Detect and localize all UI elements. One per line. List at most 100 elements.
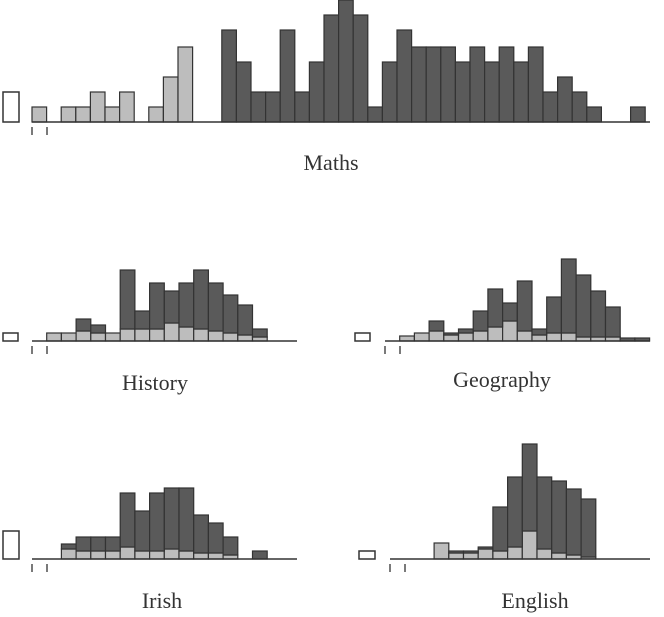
missing-box <box>2 91 20 123</box>
bar-segment <box>89 91 106 123</box>
bar-segment <box>250 91 267 123</box>
missing-box <box>358 550 376 560</box>
bar-segment <box>46 332 63 342</box>
bar-segment <box>163 548 180 560</box>
bar-segment <box>149 492 165 552</box>
bar-segment <box>443 332 460 336</box>
bar-segment <box>163 290 180 324</box>
bar-segment <box>580 498 597 558</box>
bar-segment <box>604 306 621 338</box>
bar-segment <box>104 536 121 552</box>
bar-segment <box>75 106 92 123</box>
bar-segment <box>472 330 489 342</box>
bar-segment <box>134 550 151 560</box>
bar-segment <box>411 46 427 123</box>
bar-segment <box>513 61 529 123</box>
bar-segment <box>162 76 179 123</box>
bar-segment <box>565 488 582 556</box>
bar-segment <box>546 332 563 342</box>
bar-segment <box>60 543 77 550</box>
bar-segment <box>477 546 494 550</box>
bar-segment <box>472 310 489 332</box>
bar-segment <box>516 330 533 342</box>
bar-segment <box>75 330 92 342</box>
bar-segment <box>428 320 445 332</box>
bar-segment <box>193 552 209 560</box>
bar-segment <box>560 258 577 334</box>
bar-segment <box>498 46 515 123</box>
bar-segment <box>507 546 523 560</box>
bar-segment <box>536 476 553 550</box>
bar-segment <box>75 318 92 332</box>
bar-segment <box>323 14 340 123</box>
bar-segment <box>75 550 92 560</box>
bar-segment <box>542 91 559 123</box>
bar-segment <box>462 552 479 560</box>
missing-box <box>2 332 19 342</box>
bar-segment <box>178 282 195 328</box>
bar-segment <box>457 332 474 342</box>
bar-segment <box>484 61 500 123</box>
bar-segment <box>178 550 195 560</box>
bar-segment <box>575 274 592 338</box>
bar-segment <box>487 288 504 328</box>
bar-segment <box>163 487 180 550</box>
bar-segment <box>31 106 48 123</box>
bar-segment <box>193 269 209 330</box>
bar-segment <box>457 328 474 334</box>
chart-title: Geography <box>453 367 551 392</box>
bar-segment <box>469 46 486 123</box>
bar-segment <box>425 46 442 123</box>
bar-segment <box>207 330 224 342</box>
bar-segment <box>222 332 239 342</box>
bar-segment <box>193 328 209 342</box>
bar-segment <box>367 106 383 123</box>
bar-segment <box>556 76 573 123</box>
bar-segment <box>546 296 563 334</box>
bar-segment <box>75 536 92 552</box>
bar-segment <box>502 302 518 322</box>
bar-segment <box>177 46 194 123</box>
bar-segment <box>294 91 310 123</box>
bar-segment <box>104 332 121 342</box>
bar-segment <box>222 294 239 334</box>
bar-segment <box>237 304 254 336</box>
bar-segment <box>119 269 136 330</box>
bar-segment <box>531 328 548 336</box>
bar-segment <box>149 282 165 330</box>
bar-segment <box>251 550 268 560</box>
bar-segment <box>521 443 538 532</box>
bar-segment <box>527 46 544 123</box>
bar-segment <box>477 548 494 560</box>
bar-segment <box>149 550 165 560</box>
bar-segment <box>118 91 135 123</box>
bar-segment <box>119 492 136 548</box>
bar-segment <box>536 548 553 560</box>
bar-segment <box>454 61 471 123</box>
bar-segment <box>178 487 195 552</box>
bar-segment <box>308 61 325 123</box>
bar-segment <box>507 476 523 548</box>
bar-segment <box>433 542 450 560</box>
bar-segment <box>90 550 107 560</box>
bar-segment <box>119 328 136 342</box>
bar-segment <box>428 330 445 342</box>
bar-segment <box>134 510 151 552</box>
bar-segment <box>571 91 588 123</box>
bar-segment <box>90 332 107 342</box>
bar-segment <box>492 550 509 560</box>
missing-box <box>354 332 371 342</box>
bar-segment <box>551 480 568 554</box>
bar-segment <box>462 550 479 554</box>
bar-segment <box>381 61 398 123</box>
bar-segment <box>222 536 239 556</box>
bar-segment <box>237 334 254 342</box>
bar-segment <box>104 550 121 560</box>
bar-segment <box>492 506 509 552</box>
bar-segment <box>338 0 354 123</box>
bar-segment <box>413 332 430 342</box>
bar-segment <box>207 552 224 560</box>
bar-segment <box>352 14 369 123</box>
